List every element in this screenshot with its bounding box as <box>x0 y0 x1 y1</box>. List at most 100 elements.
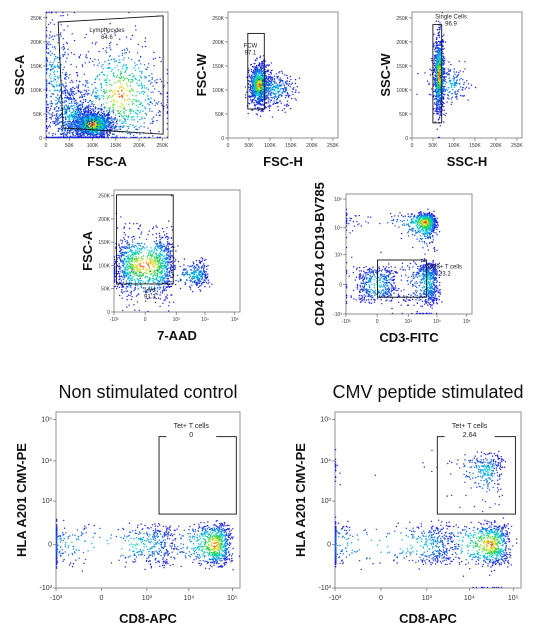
event-dot <box>61 72 64 74</box>
event-dot <box>265 106 267 109</box>
event-dot <box>63 136 65 139</box>
event-dot <box>74 135 76 137</box>
event-dot <box>81 123 83 126</box>
event-dot <box>94 43 97 45</box>
event-dot <box>84 108 86 110</box>
event-dot <box>107 133 110 136</box>
event-dot <box>134 69 137 72</box>
event-dot <box>291 82 293 84</box>
event-dot <box>112 121 114 123</box>
event-dot <box>68 109 70 111</box>
event-dot <box>85 109 87 112</box>
event-dot <box>111 118 113 121</box>
x-tick-label: 200K <box>306 143 318 149</box>
event-dot <box>57 110 59 112</box>
event-dot <box>83 124 86 126</box>
event-dot <box>121 90 123 93</box>
event-dot <box>50 113 52 115</box>
event-dot <box>126 77 128 80</box>
event-dot <box>113 100 115 103</box>
event-dot <box>64 108 66 110</box>
event-dot <box>86 80 88 82</box>
event-dot <box>50 83 53 85</box>
event-dot <box>69 95 71 97</box>
event-dot <box>104 122 107 124</box>
event-dot <box>439 25 441 27</box>
event-dot <box>53 80 55 82</box>
event-dot <box>444 114 446 117</box>
event-dot <box>291 91 293 93</box>
event-dot <box>64 130 67 132</box>
event-dot <box>45 125 48 127</box>
event-dot <box>294 78 297 81</box>
event-dot <box>123 57 125 59</box>
event-dot <box>47 48 49 50</box>
event-dot <box>270 105 272 107</box>
event-dot <box>281 109 284 111</box>
gate-percentage: 97.1 <box>245 50 257 56</box>
event-dot <box>105 51 108 54</box>
event-dot <box>443 121 445 123</box>
event-dot <box>58 83 61 86</box>
event-dot <box>84 131 86 133</box>
event-dot <box>259 115 262 117</box>
event-dot <box>64 133 66 135</box>
event-dot <box>100 83 103 86</box>
event-dot <box>95 119 97 121</box>
event-dot <box>85 54 88 56</box>
event-dot <box>80 111 82 114</box>
event-dot <box>143 126 145 128</box>
event-dot <box>72 96 75 98</box>
event-dot <box>298 77 301 80</box>
event-dot <box>253 71 255 73</box>
event-dot <box>132 124 134 126</box>
event-dot <box>45 82 48 85</box>
event-dot <box>92 89 95 91</box>
event-dot <box>49 124 51 127</box>
event-dot <box>112 103 115 105</box>
event-dot <box>166 104 168 106</box>
event-dot <box>275 92 277 95</box>
event-dot <box>274 80 276 83</box>
event-dot <box>84 80 87 82</box>
event-dot <box>100 136 103 139</box>
event-dot <box>93 136 95 139</box>
event-dot <box>47 42 49 45</box>
event-dot <box>279 77 281 79</box>
event-dot <box>124 49 126 51</box>
event-dot <box>129 123 131 126</box>
event-dot <box>66 75 68 78</box>
event-dot <box>127 118 129 121</box>
event-dot <box>64 116 66 118</box>
event-dot <box>136 109 138 111</box>
event-dot <box>56 81 58 83</box>
event-dot <box>123 78 126 80</box>
event-dot <box>102 113 104 115</box>
event-dot <box>72 94 74 97</box>
event-dot <box>48 44 50 46</box>
event-dot <box>138 67 140 69</box>
event-dot <box>287 104 290 107</box>
event-dot <box>272 80 275 83</box>
event-dot <box>273 89 275 91</box>
event-dot <box>128 114 130 117</box>
event-dot <box>252 66 255 68</box>
event-dot <box>447 68 449 70</box>
event-dot <box>96 89 99 92</box>
event-dot <box>153 99 156 102</box>
event-dot <box>65 71 67 74</box>
event-dot <box>110 116 113 118</box>
event-dot <box>436 128 438 130</box>
event-dot <box>67 107 69 109</box>
event-dot <box>79 92 82 94</box>
event-dot <box>126 85 128 87</box>
event-dot <box>66 123 68 125</box>
event-dot <box>166 73 169 75</box>
event-dot <box>76 86 78 88</box>
event-dot <box>273 97 276 100</box>
event-dot <box>90 101 93 103</box>
event-dot <box>151 73 153 75</box>
event-dot <box>127 127 130 130</box>
event-dot <box>250 64 252 66</box>
event-dot <box>56 113 58 116</box>
